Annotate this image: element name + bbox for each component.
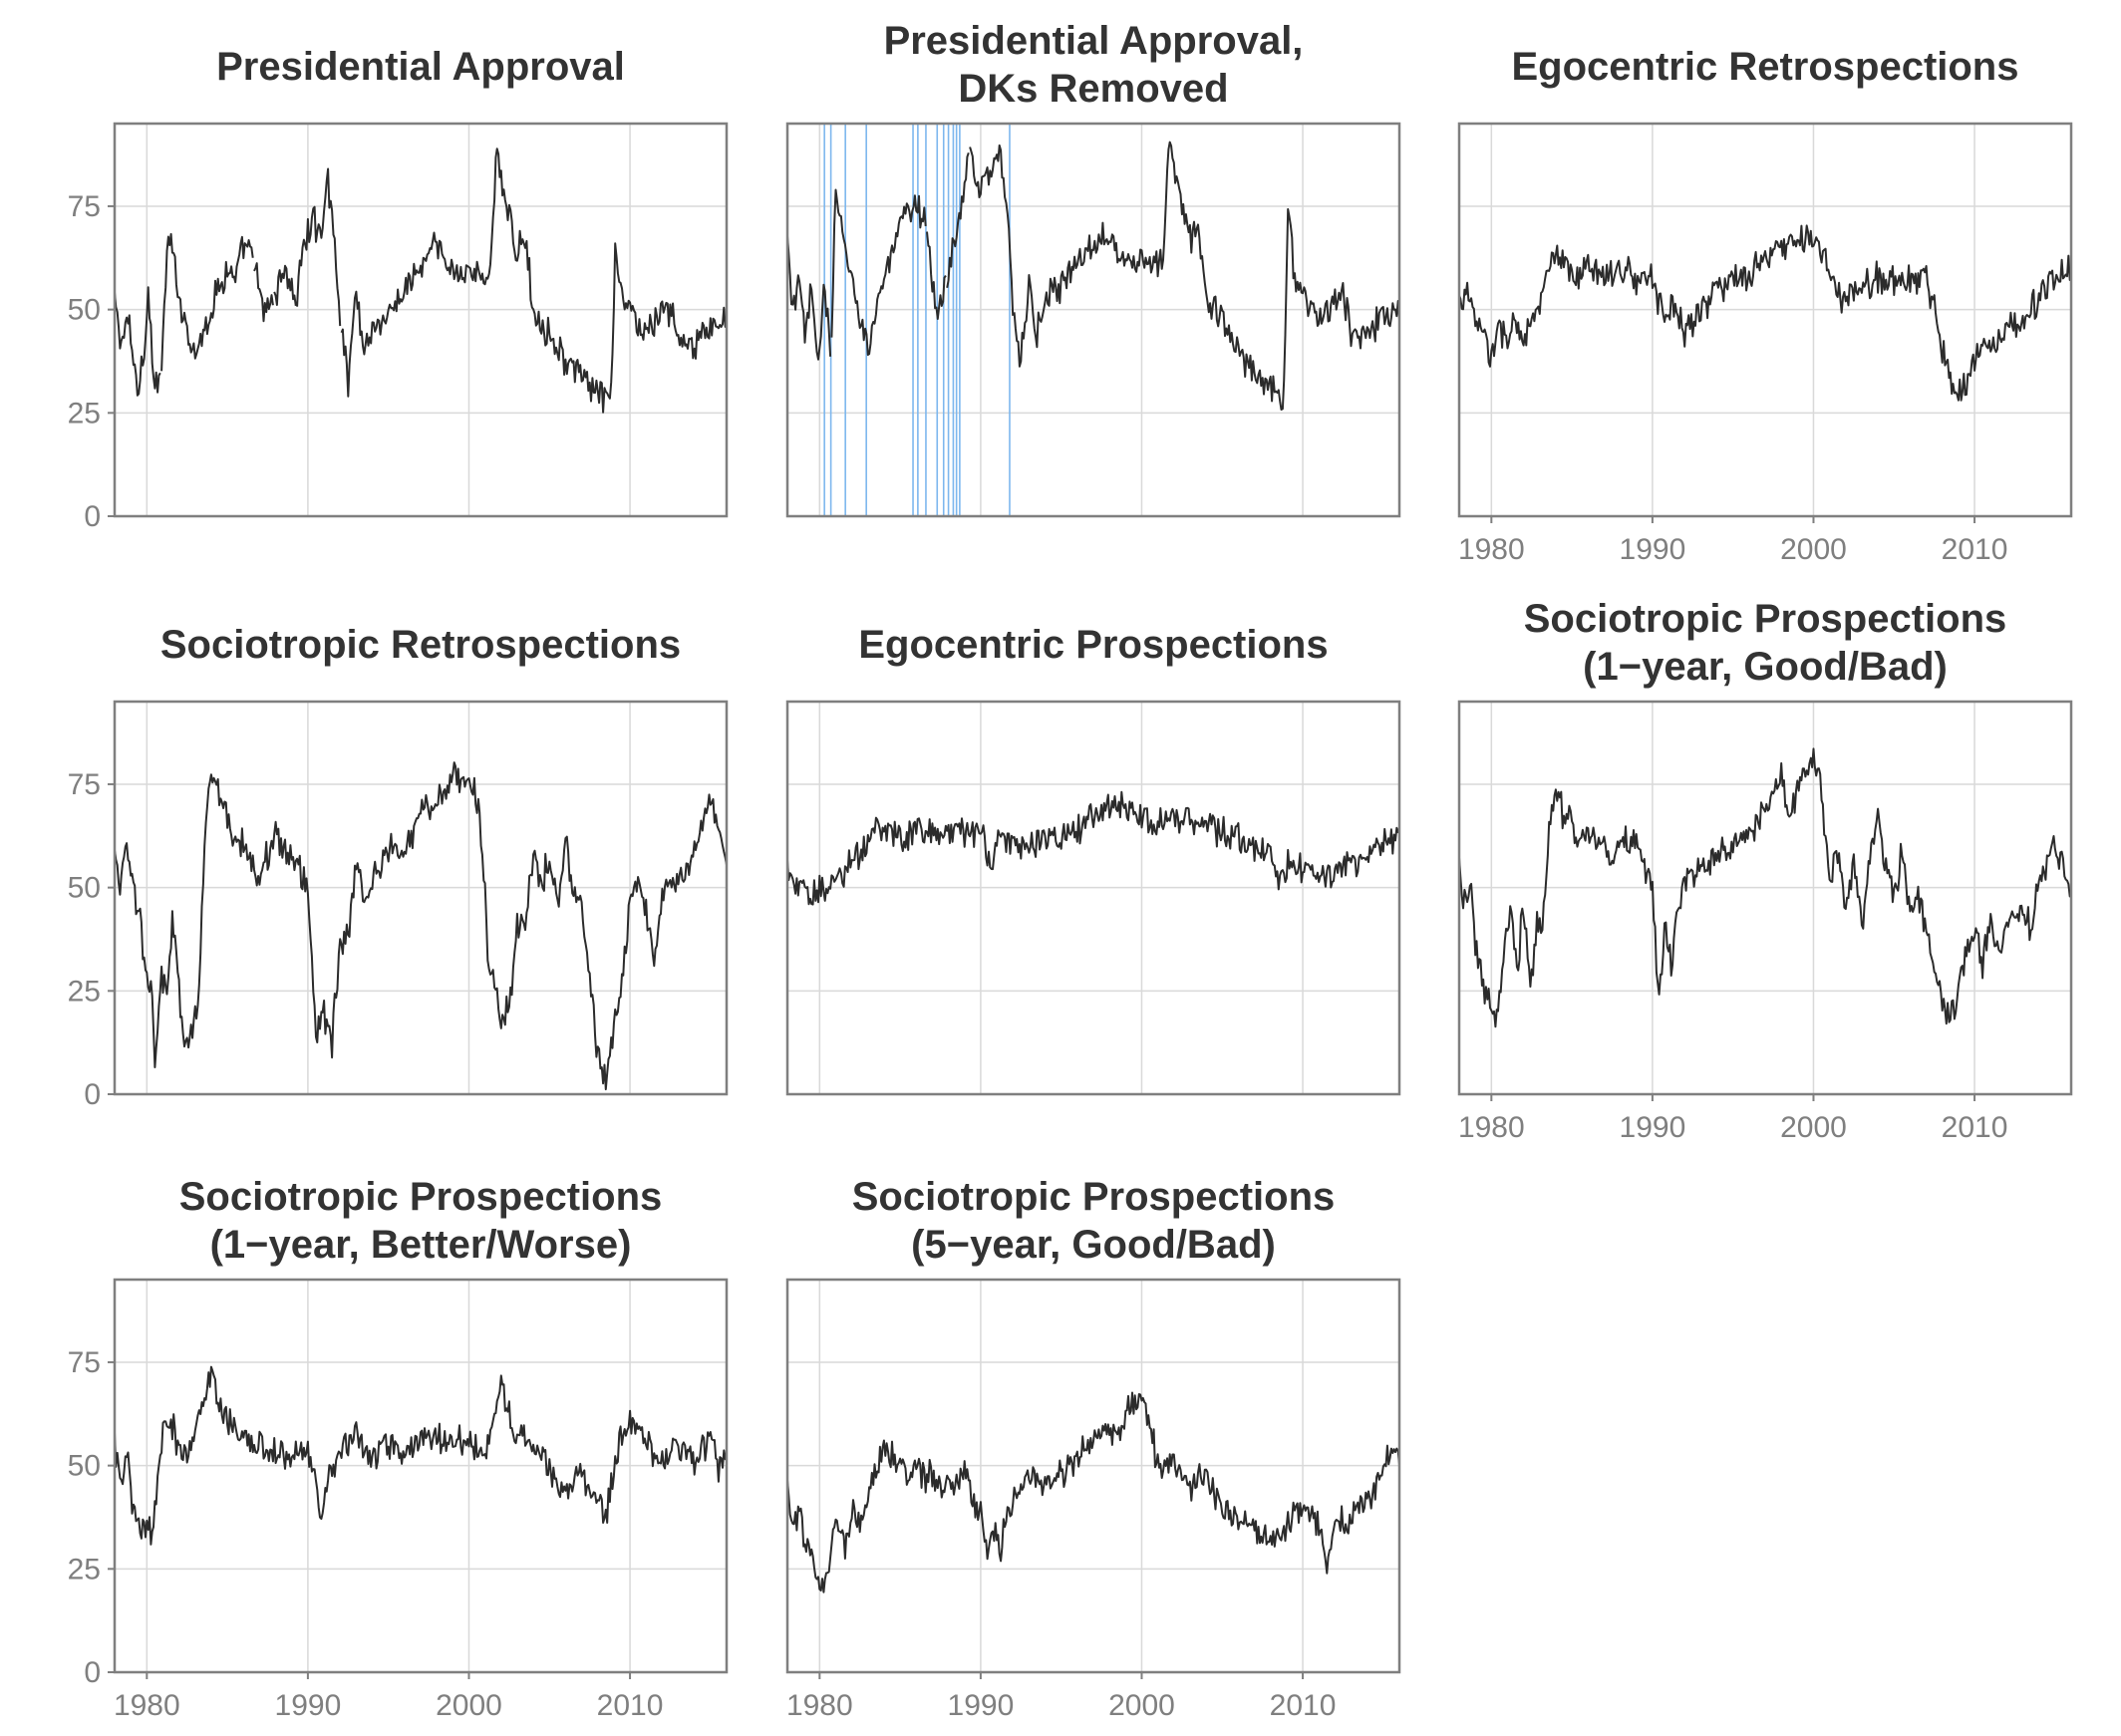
series-line	[786, 790, 1400, 906]
panel-border	[113, 122, 729, 518]
panel-title: Egocentric Prospections	[858, 623, 1328, 667]
x-tick-label-2000: 2000	[1108, 1689, 1175, 1722]
x-tick-label-2010: 2010	[1942, 533, 2008, 566]
panel-background	[115, 702, 727, 1094]
y-tick-label-25: 25	[68, 975, 101, 1008]
y-tick-label-75: 75	[68, 190, 101, 223]
y-tick-label-50: 50	[68, 872, 101, 905]
panel-border	[113, 700, 729, 1096]
panel-title-line-2: (5−year, Good/Bad)	[911, 1223, 1276, 1267]
panel-border	[1457, 122, 2073, 518]
x-tick-label-1980: 1980	[114, 1689, 180, 1722]
x-tick-label-2010: 2010	[1270, 1689, 1337, 1722]
panel-border	[1457, 700, 2073, 1096]
x-tick-label-2000: 2000	[1780, 1111, 1847, 1144]
panel-7: Sociotropic Prospections(1−year, Better/…	[68, 1175, 729, 1722]
y-tick-label-75: 75	[68, 768, 101, 801]
y-tick-label-50: 50	[68, 1450, 101, 1483]
panel-5: Egocentric Prospections	[785, 623, 1401, 1096]
panel-title: Sociotropic Retrospections	[160, 623, 681, 667]
y-tick-label-25: 25	[68, 1553, 101, 1586]
series-line	[114, 761, 728, 1091]
panel-border	[785, 1278, 1401, 1674]
panel-title-line-2: (1−year, Better/Worse)	[210, 1223, 632, 1267]
y-tick-label-25: 25	[68, 397, 101, 430]
panel-8: Sociotropic Prospections(5−year, Good/Ba…	[785, 1175, 1401, 1722]
panel-background	[1459, 702, 2071, 1094]
x-tick-label-1980: 1980	[786, 1689, 853, 1722]
panel-border	[785, 122, 1401, 518]
x-tick-label-1990: 1990	[1620, 1111, 1686, 1144]
panel-background	[787, 702, 1399, 1094]
panel-2: Presidential Approval,DKs Removed	[785, 19, 1401, 518]
x-tick-label-2010: 2010	[1942, 1111, 2008, 1144]
panel-title: Egocentric Retrospections	[1511, 45, 2018, 89]
series-line	[786, 1391, 1400, 1593]
panel-title-line-2: DKs Removed	[958, 67, 1228, 111]
panel-1: Presidential Approval 0 25 50 75	[68, 45, 729, 533]
panel-title: Presidential Approval	[216, 45, 625, 89]
panel-title-line-1: Sociotropic Prospections	[1524, 597, 2007, 641]
panel-border	[785, 700, 1401, 1096]
series-line	[1458, 224, 2072, 402]
panel-title-line-1: Sociotropic Prospections	[179, 1175, 663, 1219]
y-tick-label-0: 0	[84, 500, 101, 533]
panel-background	[787, 1280, 1399, 1672]
y-tick-label-0: 0	[84, 1656, 101, 1689]
series-line	[114, 1365, 728, 1546]
x-tick-label-2000: 2000	[436, 1689, 502, 1722]
x-tick-label-2010: 2010	[597, 1689, 664, 1722]
panel-title-line-1: Presidential Approval,	[884, 19, 1304, 63]
x-tick-label-1990: 1990	[275, 1689, 342, 1722]
x-tick-label-1990: 1990	[948, 1689, 1015, 1722]
panel-background	[1459, 124, 2071, 516]
panel-title-line-1: Sociotropic Prospections	[852, 1175, 1336, 1219]
y-tick-label-50: 50	[68, 294, 101, 327]
y-tick-label-0: 0	[84, 1078, 101, 1111]
x-tick-label-1990: 1990	[1620, 533, 1686, 566]
y-tick-label-75: 75	[68, 1346, 101, 1379]
panel-background	[115, 124, 727, 516]
panel-4: Sociotropic Retrospections 0 25 50 75	[68, 623, 729, 1111]
x-tick-label-1980: 1980	[1458, 533, 1525, 566]
panel-title-line-2: (1−year, Good/Bad)	[1583, 645, 1948, 689]
panel-6: Sociotropic Prospections(1−year, Good/Ba…	[1457, 597, 2073, 1144]
x-tick-label-2000: 2000	[1780, 533, 1847, 566]
series-line	[1458, 747, 2072, 1028]
series-line	[114, 147, 728, 414]
panel-3: Egocentric Retrospections 1980 1990 2000 201…	[1457, 45, 2073, 566]
panel-background	[115, 1280, 727, 1672]
series-line	[786, 141, 1400, 411]
x-tick-label-1980: 1980	[1458, 1111, 1525, 1144]
panel-background	[787, 124, 1399, 516]
panel-border	[113, 1278, 729, 1674]
